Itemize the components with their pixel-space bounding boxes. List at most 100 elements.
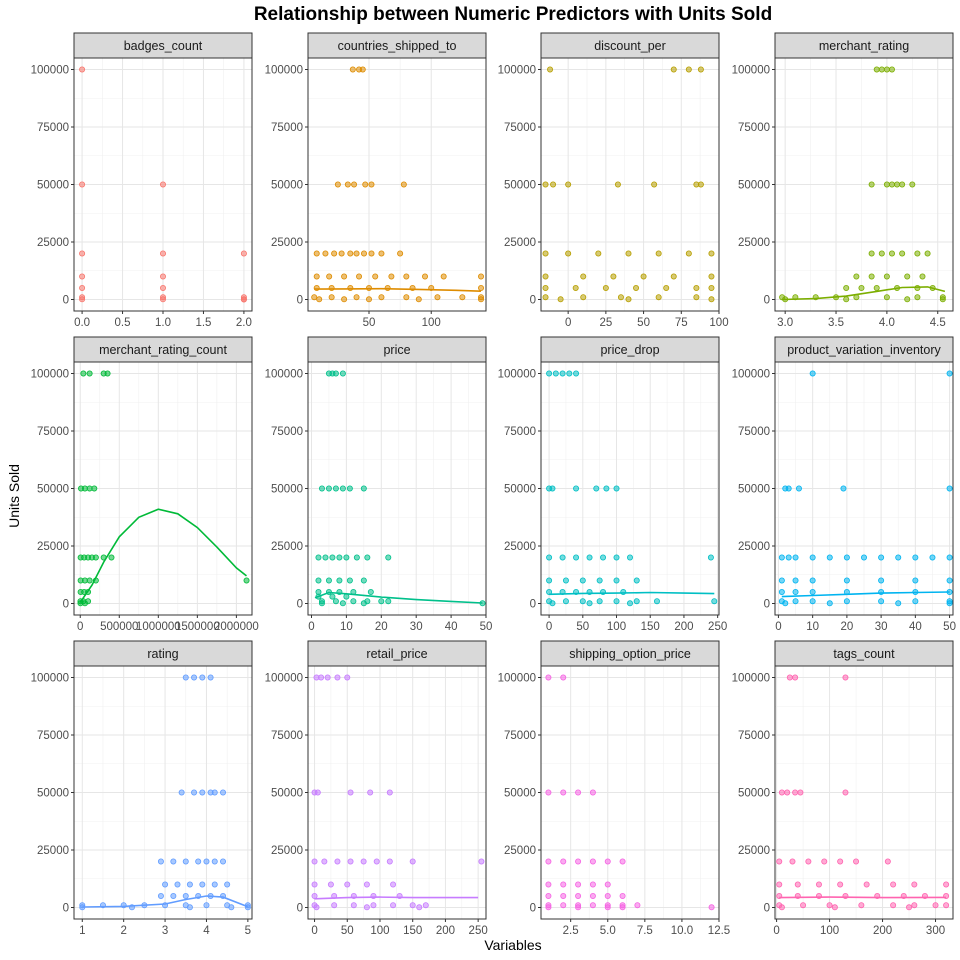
data-point [353, 554, 360, 561]
x-tick-label: 1 [79, 925, 85, 937]
data-point [785, 554, 792, 561]
y-tick-label: 0 [764, 599, 770, 611]
data-point [324, 674, 331, 681]
data-point [651, 181, 658, 188]
data-point [478, 858, 485, 865]
y-tick-label: 75000 [738, 122, 770, 134]
data-point [313, 904, 320, 911]
data-point [586, 600, 593, 607]
trend-line [314, 896, 479, 900]
x-tick-label: 100 [820, 925, 839, 937]
data-point [378, 294, 385, 301]
data-point [332, 370, 339, 377]
data-point [604, 893, 611, 900]
data-point [346, 485, 353, 492]
data-point [368, 181, 375, 188]
data-point [619, 858, 626, 865]
data-point [912, 577, 919, 584]
data-point [409, 858, 416, 865]
data-point [328, 284, 335, 291]
data-point [809, 589, 816, 596]
data-point [545, 789, 552, 796]
data-layer [77, 370, 250, 607]
data-point [174, 881, 181, 888]
data-point [478, 284, 485, 291]
x-tick-label: 100 [422, 317, 441, 329]
data-point [708, 250, 715, 257]
y-tick-label: 25000 [37, 237, 69, 249]
data-point [367, 589, 374, 596]
data-point [708, 284, 715, 291]
trend-line [779, 896, 947, 899]
data-point [373, 858, 380, 865]
x-tick-label: 50 [943, 621, 956, 633]
y-tick-label: 75000 [37, 426, 69, 438]
data-point [182, 674, 189, 681]
x-tick-label: 100 [709, 317, 728, 329]
data-point [353, 250, 360, 257]
x-tick-label: 5 [245, 925, 251, 937]
data-point [347, 250, 354, 257]
data-point [545, 904, 552, 911]
data-point [191, 674, 198, 681]
y-tick-label: 100000 [498, 673, 536, 685]
data-point [170, 858, 177, 865]
x-tick-label: 100 [607, 621, 626, 633]
data-point [878, 554, 885, 561]
data-point [890, 902, 897, 909]
data-point [573, 554, 580, 561]
data-point [789, 858, 796, 865]
y-tick-label: 25000 [271, 541, 303, 553]
data-point [785, 485, 792, 492]
x-tick-label: 25 [599, 317, 612, 329]
data-point [220, 858, 227, 865]
facet-merchant-rating: merchant_rating 0 25000 50000 75000 100000 3.0… [732, 32, 954, 329]
data-point [620, 589, 627, 596]
data-point [314, 789, 321, 796]
data-point [596, 598, 603, 605]
data-point [344, 674, 351, 681]
facet-strip-label: price [383, 343, 410, 357]
trend-line [782, 286, 946, 301]
data-point [843, 296, 850, 303]
data-point [843, 577, 850, 584]
x-tick-label: 150 [403, 925, 422, 937]
trend-line [79, 508, 247, 603]
data-point [873, 284, 880, 291]
y-tick-label: 25000 [504, 541, 536, 553]
data-point [685, 250, 692, 257]
data-point [199, 789, 206, 796]
y-tick-label: 0 [63, 295, 69, 307]
x-tick-label: 4.0 [879, 317, 895, 329]
data-point [604, 904, 611, 911]
data-point [604, 881, 611, 888]
data-point [707, 554, 714, 561]
x-tick-label: 300 [926, 925, 945, 937]
data-point [858, 284, 865, 291]
data-point [545, 674, 552, 681]
data-point [339, 600, 346, 607]
data-point [325, 485, 332, 492]
data-point [157, 893, 164, 900]
data-point [199, 881, 206, 888]
data-point [318, 600, 325, 607]
x-axis-label: Variables [484, 937, 541, 953]
y-tick-label: 50000 [504, 788, 536, 800]
y-tick-label: 0 [764, 295, 770, 307]
data-layer [311, 674, 485, 911]
data-point [633, 577, 640, 584]
data-point [914, 284, 921, 291]
data-point [315, 577, 322, 584]
data-point [207, 674, 214, 681]
data-point [784, 789, 791, 796]
data-point [363, 904, 370, 911]
x-tick-label: 0 [775, 621, 781, 633]
y-tick-label: 0 [297, 903, 303, 915]
facet-strip-label: product_variation_inventory [787, 343, 941, 357]
x-tick-label: 200 [674, 621, 693, 633]
data-point [547, 66, 554, 73]
data-point [322, 554, 329, 561]
data-point [86, 577, 93, 584]
data-point [364, 554, 371, 561]
y-tick-label: 100000 [732, 65, 770, 77]
